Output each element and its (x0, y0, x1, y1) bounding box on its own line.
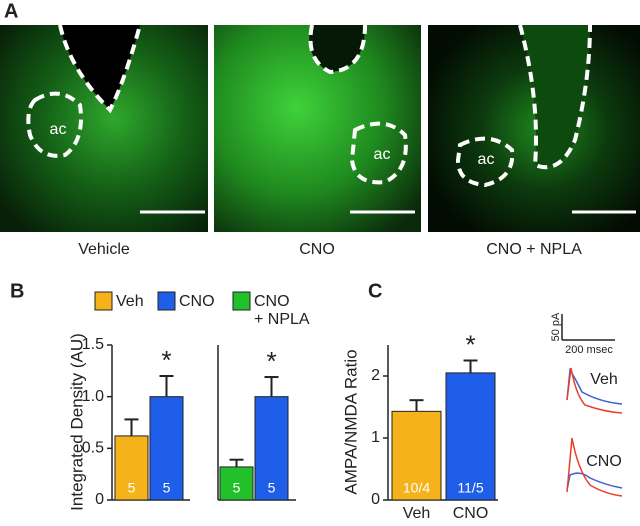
micrograph: ac (0, 24, 208, 232)
significance: * (161, 345, 171, 375)
x-tick-label: Veh (403, 505, 431, 522)
image-caption: CNO (299, 241, 335, 258)
region-label: ac (374, 146, 391, 163)
legend-label: CNO (179, 293, 215, 310)
traces (561, 314, 623, 497)
y-tick-label: 0 (95, 491, 104, 508)
legend-line: + NPLA (254, 311, 310, 328)
bar (445, 372, 496, 501)
micrograph: ac (214, 24, 421, 232)
legend-label: CNO + NPLA (254, 293, 310, 328)
panel-label: B (10, 280, 24, 302)
n-label: 10/4 (403, 480, 430, 496)
n-label: 5 (128, 480, 136, 496)
n-label: 5 (268, 480, 276, 496)
bar (254, 396, 289, 501)
scale-label: 200 msec (565, 344, 613, 356)
legend-swatch (94, 291, 113, 311)
bar (114, 435, 149, 501)
x-tick-label: CNO (453, 505, 489, 522)
y-tick-label: 0.5 (82, 440, 104, 457)
legend-line: CNO (254, 293, 290, 310)
region-label: ac (50, 121, 67, 138)
y-axis-label: Integrated Density (AU) (67, 333, 86, 511)
micrograph: ac (428, 24, 640, 232)
panel-label: C (368, 280, 382, 302)
scale-label: 50 pA (550, 312, 562, 341)
significance: * (465, 329, 475, 359)
legend-swatch (232, 291, 251, 311)
bar (219, 466, 254, 501)
legend-label: Veh (116, 293, 144, 310)
y-tick-label: 1.5 (82, 336, 104, 353)
region-label: ac (478, 151, 495, 168)
trace-label: Veh (590, 371, 618, 388)
y-tick-label: 1.0 (82, 388, 104, 405)
y-tick-label: 1 (371, 429, 380, 446)
n-label: 11/5 (457, 480, 483, 496)
bar (391, 410, 442, 501)
y-tick-label: 2 (371, 367, 380, 384)
image-caption: CNO + NPLA (486, 241, 582, 258)
trace-label: CNO (586, 453, 622, 470)
image-caption: Vehicle (78, 241, 130, 258)
legend-swatch (157, 291, 176, 311)
bar (149, 396, 184, 501)
panel-label: A (4, 0, 18, 22)
significance: * (266, 346, 276, 376)
y-tick-label: 0 (371, 491, 380, 508)
n-label: 5 (233, 480, 241, 496)
y-axis-label: AMPA/NMDA Ratio (341, 349, 360, 494)
n-label: 5 (163, 480, 171, 496)
